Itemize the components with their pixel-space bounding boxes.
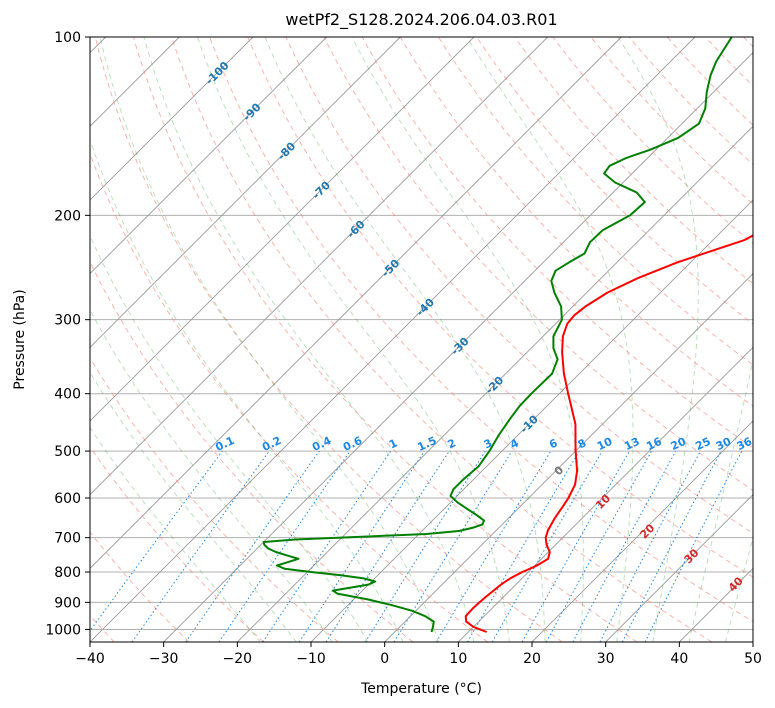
dry-adiabat-line (399, 37, 753, 407)
y-tick-label: 300 (54, 313, 81, 329)
dry-adiabat-line (209, 37, 753, 623)
mixing-ratio-line (521, 450, 630, 642)
x-tick-label: −20 (223, 651, 253, 667)
dry-adiabat-line (132, 37, 638, 642)
moist-adiabat-line (99, 37, 439, 642)
dry-adiabats (90, 37, 753, 642)
isotherm-line (90, 37, 254, 201)
isotherm-line (605, 494, 753, 642)
y-tick-label: 500 (54, 444, 81, 460)
dewpoint-profile-line (262, 37, 733, 633)
mixing-ratio-line (185, 450, 320, 642)
y-axis-label: Pressure (hPa) (12, 289, 28, 389)
temperature-profile-line (464, 234, 753, 633)
isotherm-line (237, 125, 753, 642)
mixing-ratio-line (393, 450, 513, 642)
dry-adiabat-line (323, 37, 753, 491)
x-tick-label: −30 (149, 651, 179, 667)
y-tick-label: 400 (54, 387, 81, 403)
x-tick-label: −40 (75, 651, 105, 667)
mixing-ratio-label: 25 (693, 435, 712, 453)
mixing-ratio-lines (90, 450, 743, 642)
dry-adiabat-line (94, 37, 563, 642)
isotherm-grid (90, 37, 753, 642)
dry-adiabat-line (90, 356, 339, 642)
profile-series (262, 37, 753, 633)
x-tick-label: −10 (296, 651, 326, 667)
mixing-ratio-line (467, 450, 580, 642)
isotherm-line (90, 37, 475, 422)
mixing-ratio-line (545, 450, 653, 642)
mixing-ratio-label: 16 (644, 435, 664, 453)
dry-adiabat-line (90, 531, 190, 642)
mixing-ratio-line (364, 450, 486, 642)
mixing-ratio-label: 13 (622, 435, 641, 453)
isotherm-line (90, 37, 696, 642)
dry-adiabat-line (285, 37, 753, 534)
mixing-ratio-line (435, 450, 552, 642)
moist-adiabat-line (143, 37, 475, 642)
isotherm-line (384, 273, 753, 642)
dry-adiabat-line (247, 37, 753, 578)
x-axis-label: Temperature (°C) (360, 681, 482, 697)
y-axis-ticks: 100 200 300 400 500 600 700 800 900 1000 (45, 30, 90, 638)
moist-adiabat-line (617, 37, 699, 642)
y-tick-label: 700 (54, 531, 81, 547)
mixing-ratio-label: 36 (735, 435, 755, 453)
chart-title: wetPf2_S128.2024.206.04.03.R01 (285, 10, 557, 30)
plot-frame (89, 36, 754, 643)
isotherm-line (90, 37, 622, 569)
mixing-ratio-line (131, 450, 270, 642)
y-tick-label: 600 (54, 491, 81, 507)
dry-adiabat-line (361, 37, 753, 449)
y-tick-label: 900 (54, 595, 81, 611)
moist-adiabat-line (90, 138, 404, 642)
moist-adiabat-line (264, 37, 546, 642)
x-tick-label: 20 (523, 651, 541, 667)
isotherm-line (531, 420, 753, 642)
y-tick-label: 100 (54, 30, 81, 46)
mixing-ratio-label: 20 (669, 435, 689, 453)
mixing-ratio-line (218, 450, 351, 642)
moist-adiabat-line (351, 37, 584, 642)
moist-adiabat-line (90, 234, 369, 642)
x-tick-label: 10 (449, 651, 467, 667)
isotherm-line (90, 37, 401, 348)
mixing-ratio-line (325, 450, 450, 642)
y-tick-label: 200 (54, 208, 81, 224)
x-tick-label: 0 (380, 651, 389, 667)
x-axis-ticks: −40 −30 −20 −10 0 10 20 30 40 50 (75, 642, 762, 667)
mixing-ratio-line (90, 450, 223, 632)
isotherm-line (90, 37, 327, 275)
moist-adiabat-line (90, 371, 297, 642)
y-tick-label: 800 (54, 565, 81, 581)
moist-adiabat-line (466, 37, 634, 642)
plot-area: 0.1 0.2 0.4 0.6 1 1.5 2 3 4 6 8 10 13 16 20 25 30 36-100-… (90, 37, 755, 642)
dry-adiabat-line (438, 37, 753, 366)
y-tick-label: 1000 (45, 622, 81, 638)
mixing-ratio-line (491, 450, 603, 642)
mixing-ratio-label: 30 (714, 435, 734, 453)
isotherm-line (458, 346, 753, 642)
moist-adiabats (90, 37, 753, 642)
mixing-ratio-line (572, 450, 677, 642)
isotherm-line (90, 37, 548, 496)
x-tick-label: 50 (744, 651, 762, 667)
x-tick-label: 40 (670, 651, 688, 667)
x-tick-label: 30 (597, 651, 615, 667)
dry-adiabat-line (90, 261, 414, 642)
mixing-ratio-label: 10 (595, 435, 615, 453)
moist-adiabat-line (90, 426, 261, 642)
